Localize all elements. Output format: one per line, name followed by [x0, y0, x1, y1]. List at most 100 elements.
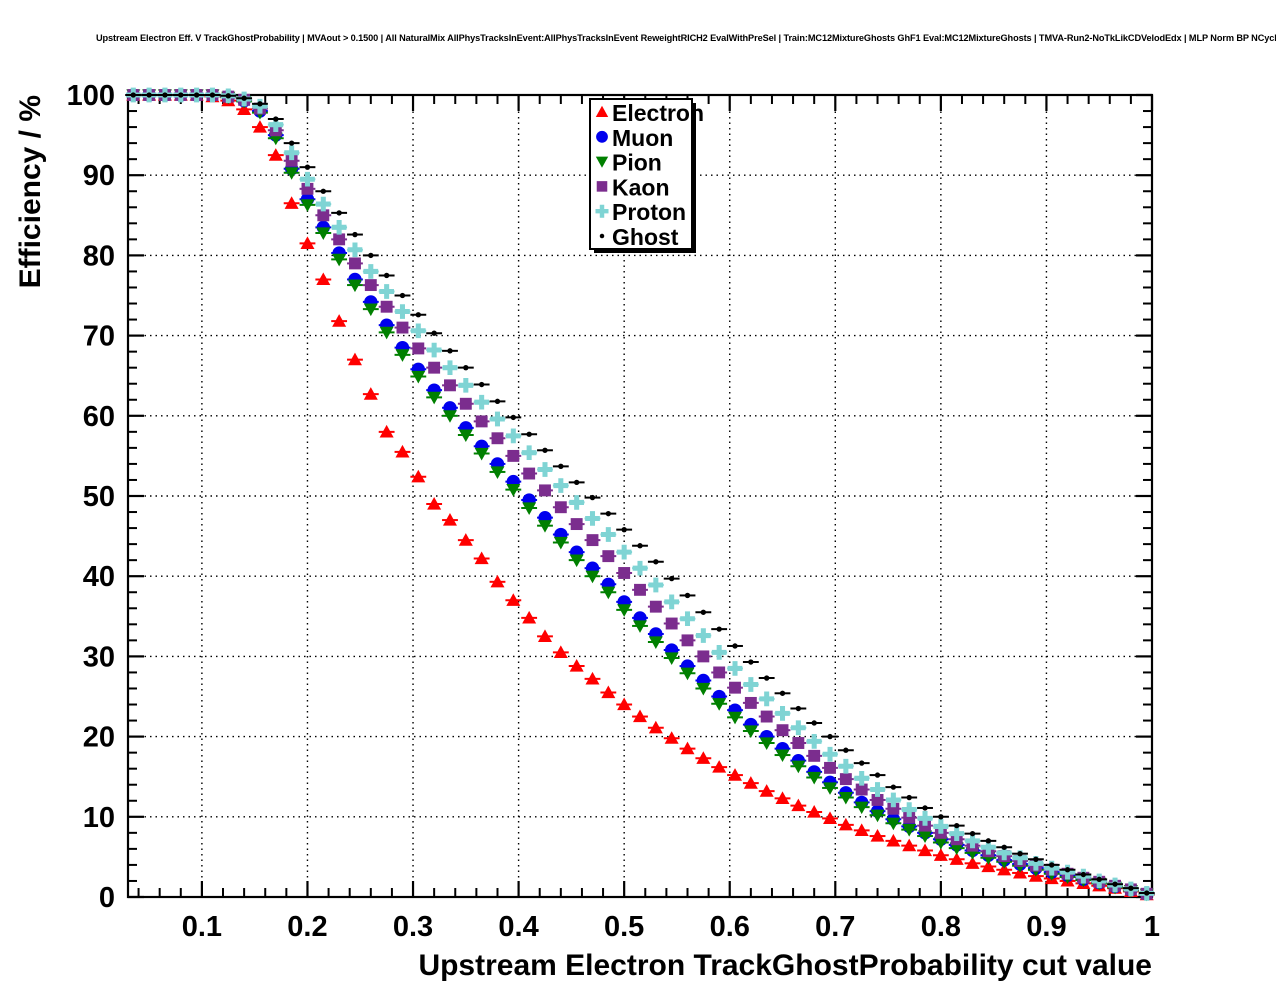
data-marker-triangle-up	[363, 387, 378, 400]
legend-entry-electron[interactable]: Electron	[595, 100, 704, 126]
data-marker-dot	[621, 527, 627, 533]
data-marker-square	[349, 257, 361, 270]
data-marker-square	[871, 794, 884, 806]
data-marker-triangle-up	[553, 645, 568, 658]
data-marker-cross	[1044, 860, 1060, 876]
data-marker-triangle-down	[617, 604, 632, 617]
data-marker-square	[649, 600, 662, 613]
data-marker-triangle-down	[633, 620, 647, 633]
data-marker-circle	[596, 130, 608, 143]
data-marker-square	[744, 696, 757, 709]
legend-entry-pion[interactable]: Pion	[595, 150, 662, 176]
data-marker-triangle-up	[347, 352, 362, 366]
data-marker-dot	[288, 140, 295, 146]
legend-entry-proton[interactable]: Proton	[595, 199, 686, 225]
data-marker-cross	[1028, 855, 1044, 871]
legend-label-electron: Electron	[612, 100, 704, 126]
data-marker-dot	[748, 659, 754, 665]
legend-label-kaon: Kaon	[612, 174, 670, 200]
data-marker-cross	[965, 833, 980, 849]
data-marker-dot	[162, 92, 168, 98]
data-marker-square	[634, 583, 646, 596]
data-marker-dot	[795, 705, 802, 712]
data-marker-cross	[410, 323, 426, 339]
data-marker-cross	[458, 377, 474, 393]
data-marker-cross	[901, 802, 917, 817]
data-marker-triangle-down	[300, 199, 315, 212]
data-marker-square	[507, 449, 520, 462]
data-marker-cross	[632, 560, 648, 576]
data-marker-square	[428, 361, 441, 374]
data-marker-triangle-up	[949, 852, 964, 865]
data-marker-square	[713, 666, 726, 679]
data-marker-dot	[985, 838, 992, 844]
data-marker-dot	[969, 830, 976, 837]
axis-ticks	[128, 93, 1154, 899]
legend-entry-kaon[interactable]: Kaon	[596, 174, 670, 200]
y-tick-label: 100	[67, 80, 115, 112]
data-marker-cross	[775, 705, 790, 721]
data-marker-dot	[890, 784, 897, 790]
data-marker-cross	[822, 746, 838, 762]
data-marker-square	[586, 534, 599, 547]
data-marker-dot	[700, 609, 707, 615]
data-marker-cross	[426, 342, 442, 358]
axis-tick-labels: 0.1 0.2 0.3 0.4 0.5 0.6 0.7 0.8 0.9 1010203040506…	[67, 80, 1160, 943]
y-tick-label: 20	[83, 722, 115, 754]
data-marker-dot	[732, 643, 738, 649]
data-marker-triangle-down	[648, 636, 663, 649]
data-marker-triangle-down	[728, 711, 743, 725]
data-marker-square	[665, 617, 678, 630]
data-marker-cross	[600, 527, 616, 542]
data-marker-cross	[300, 171, 315, 187]
x-tick-label: 0.2	[287, 911, 327, 943]
data-marker-triangle-up	[807, 804, 822, 818]
data-marker-dot	[257, 101, 263, 107]
data-marker-dot	[874, 772, 881, 778]
x-tick-label: 0.9	[1026, 911, 1066, 943]
data-marker-square	[364, 279, 377, 292]
data-marker-square	[697, 650, 710, 663]
data-marker-cross	[680, 611, 695, 627]
data-marker-dot	[938, 814, 944, 820]
data-marker-triangle-up	[284, 196, 299, 209]
data-marker-square	[855, 783, 868, 796]
data-marker-dot	[494, 398, 501, 405]
data-marker-triangle-up	[743, 776, 758, 789]
data-marker-cross	[648, 577, 664, 593]
data-marker-cross	[949, 826, 965, 841]
data-marker-square	[380, 300, 393, 313]
legend-entry-ghost[interactable]: Ghost	[599, 224, 679, 250]
data-marker-square	[681, 634, 694, 647]
data-marker-cross	[553, 478, 569, 493]
data-marker-dot	[827, 733, 833, 740]
data-marker-dot	[1128, 885, 1134, 891]
data-marker-dot	[764, 675, 770, 681]
data-marker-triangle-down	[506, 483, 521, 497]
data-marker-cross	[537, 462, 553, 477]
data-marker-square	[776, 724, 789, 737]
x-tick-label: 0.3	[393, 911, 433, 943]
data-marker-triangle-up	[775, 791, 790, 804]
data-marker-triangle-up	[252, 120, 267, 133]
data-marker-dot	[653, 559, 659, 565]
data-marker-cross	[664, 594, 680, 610]
data-marker-cross	[268, 117, 284, 133]
data-marker-cross	[886, 792, 901, 808]
data-marker-triangle-down	[595, 156, 609, 168]
data-marker-triangle-up	[490, 574, 505, 588]
data-marker-dot	[684, 592, 691, 599]
data-marker-triangle-down	[427, 391, 442, 405]
legend-entry-muon[interactable]: Muon	[596, 125, 673, 151]
data-marker-dot	[1112, 881, 1118, 887]
data-marker-cross	[379, 284, 394, 299]
data-marker-dot	[130, 92, 136, 98]
y-tick-label: 70	[83, 321, 115, 353]
legend-label-ghost: Ghost	[612, 224, 679, 250]
data-marker-square	[824, 761, 836, 774]
data-marker-dot	[1049, 862, 1055, 868]
data-marker-cross	[490, 411, 505, 427]
data-marker-dot	[779, 690, 786, 696]
data-marker-cross	[595, 204, 609, 218]
